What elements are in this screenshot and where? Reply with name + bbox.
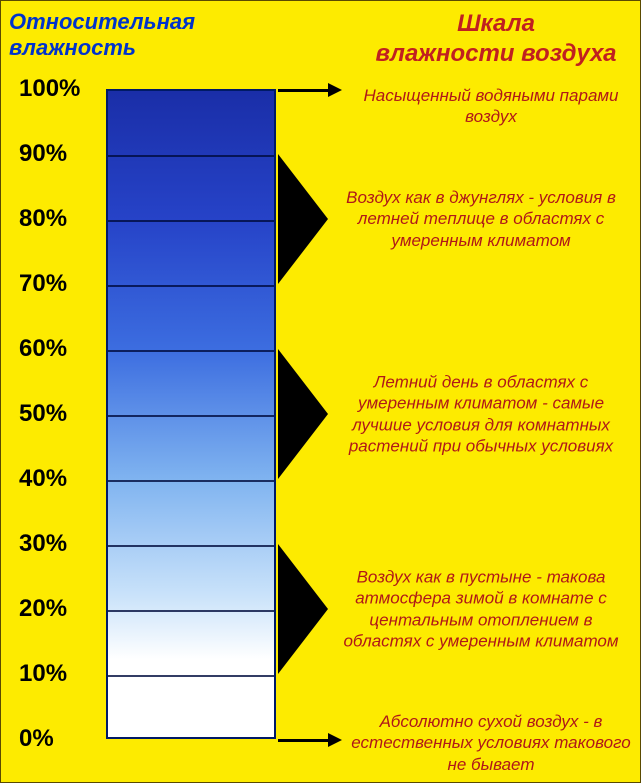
tick-label: 60%	[19, 335, 109, 363]
tick-label: 40%	[19, 465, 109, 493]
range-description: Воздух как в пустыне - такова атмосфера …	[331, 567, 631, 652]
pointer-arrow	[278, 89, 328, 92]
grid-line	[108, 545, 274, 547]
grid-line	[108, 350, 274, 352]
grid-line	[108, 415, 274, 417]
left-title: Относительнаявлажность	[9, 9, 195, 62]
range-description: Воздух как в джунглях - условия в летней…	[331, 187, 631, 251]
tick-label: 80%	[19, 205, 109, 233]
grid-line	[108, 285, 274, 287]
tick-label: 0%	[19, 725, 109, 753]
tick-label: 30%	[19, 530, 109, 558]
tick-label: 20%	[19, 595, 109, 623]
range-bracket	[278, 544, 330, 674]
grid-line	[108, 480, 274, 482]
humidity-scale-bar	[106, 89, 276, 739]
grid-line	[108, 675, 274, 677]
tick-label: 100%	[19, 75, 109, 103]
range-bracket	[278, 349, 330, 479]
grid-line	[108, 155, 274, 157]
point-description: Абсолютно сухой воздух - в естественных …	[346, 711, 636, 775]
tick-label: 10%	[19, 660, 109, 688]
point-description: Насыщенный водяными парами воздух	[346, 85, 636, 128]
range-description: Летний день в областях с умеренным клима…	[331, 372, 631, 457]
main-title: Шкалавлажности воздуха	[361, 9, 631, 69]
range-bracket	[278, 154, 330, 284]
tick-label: 50%	[19, 400, 109, 428]
arrow-head-icon	[328, 83, 342, 97]
arrow-head-icon	[328, 733, 342, 747]
tick-label: 90%	[19, 140, 109, 168]
pointer-arrow	[278, 739, 328, 742]
tick-label: 70%	[19, 270, 109, 298]
grid-line	[108, 220, 274, 222]
grid-line	[108, 610, 274, 612]
